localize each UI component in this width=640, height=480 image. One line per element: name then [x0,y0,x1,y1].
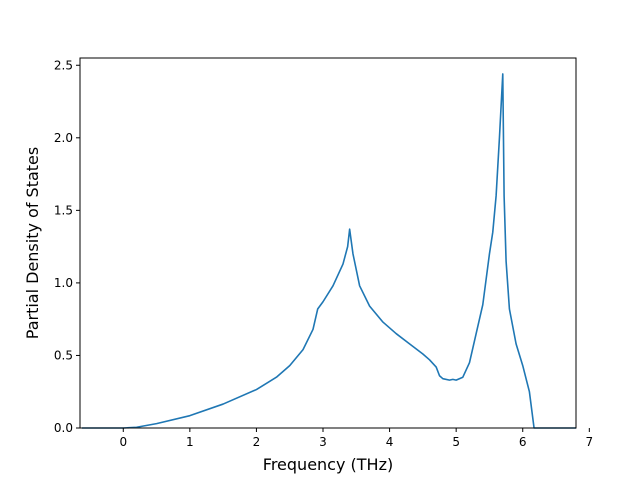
x-tick-label: 6 [519,435,527,449]
plot-frame [79,57,577,429]
x-tick-label: 0 [119,435,127,449]
y-tick-label: 0.5 [54,348,73,362]
x-tick-label: 1 [186,435,194,449]
y-tick-label: 1.0 [54,276,73,290]
x-tick-label: 4 [386,435,394,449]
y-axis-label: Partial Density of States [23,147,42,339]
y-tick-label: 1.5 [54,203,73,217]
pdos-series-line [82,73,576,429]
y-tick-label: 0.0 [54,421,73,435]
y-tick-label: 2.5 [54,58,73,72]
x-tick-label: 5 [452,435,460,449]
plot-area [80,58,576,428]
y-tick-label: 2.0 [54,131,73,145]
x-tick-label: 2 [253,435,261,449]
x-tick-label: 3 [319,435,327,449]
x-axis-label: Frequency (THz) [263,455,393,474]
x-tick-label: 7 [585,435,593,449]
